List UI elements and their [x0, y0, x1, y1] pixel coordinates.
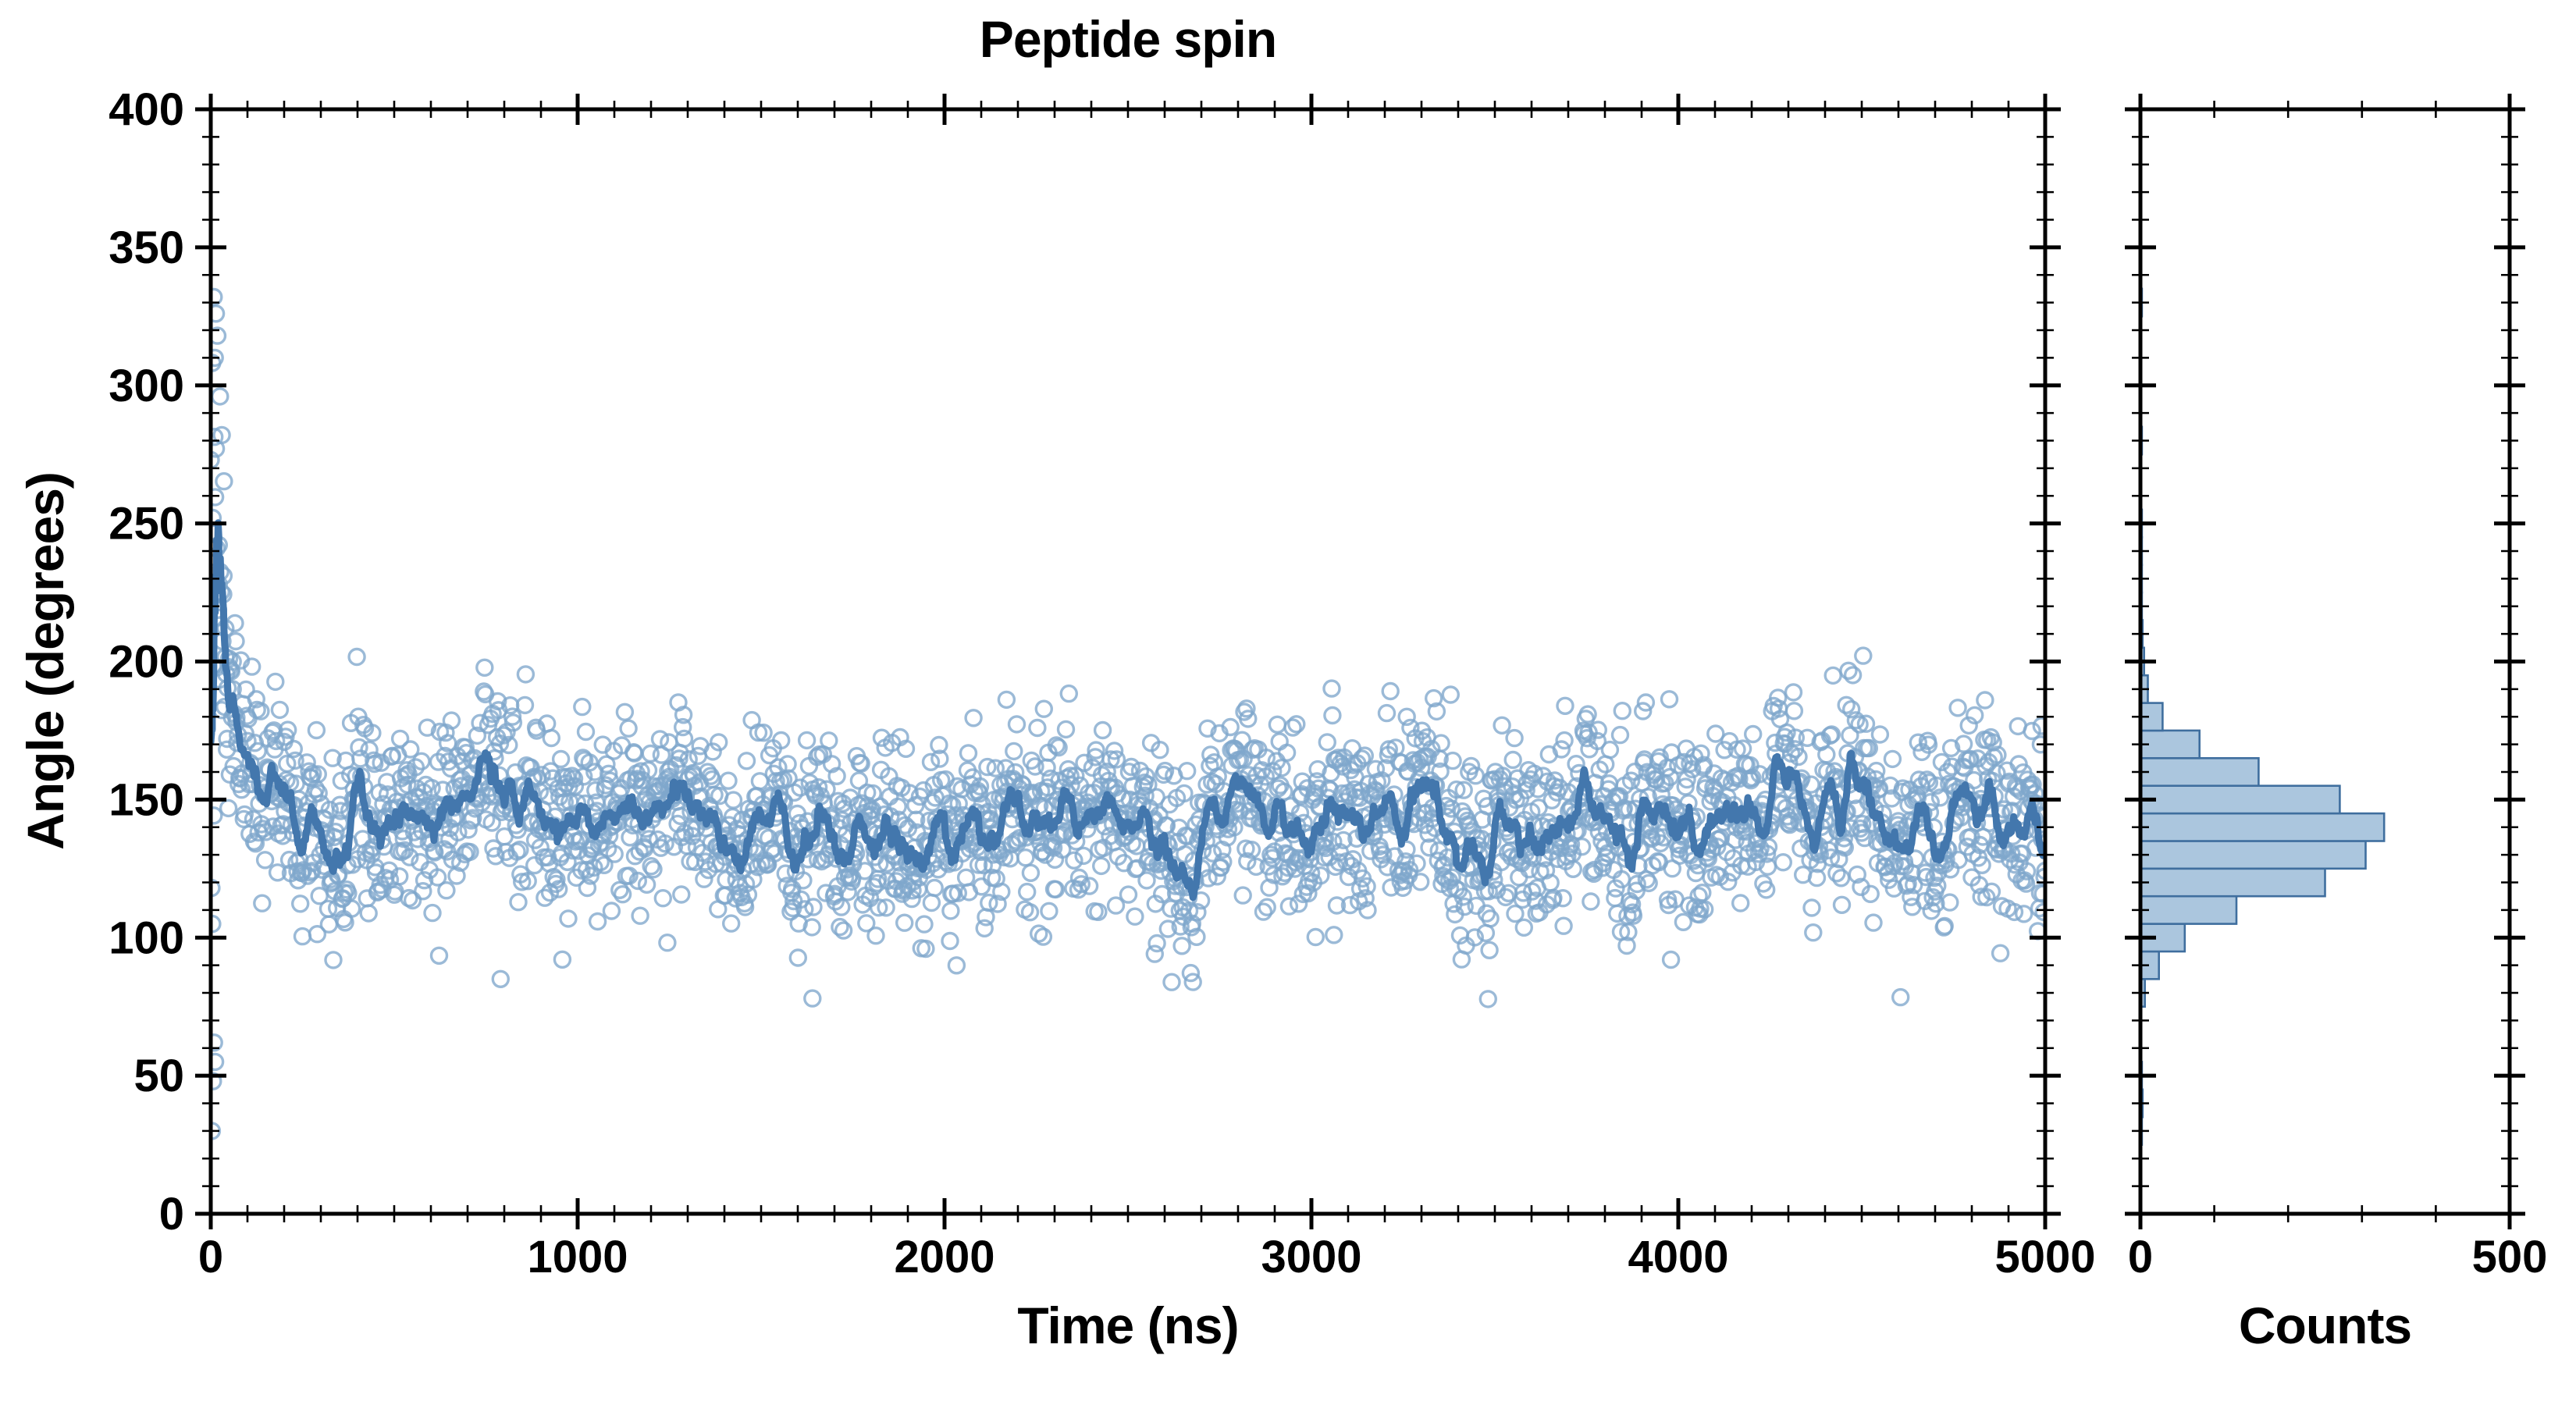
- tick-label: 3000: [1261, 1232, 1361, 1282]
- tick-label: 150: [109, 774, 184, 825]
- histogram-bar: [2139, 867, 2326, 898]
- tick-label: 350: [109, 222, 184, 273]
- x-axis-label-time: Time (ns): [1017, 1297, 1239, 1354]
- axes: 0 1000 2000 3000 4000 50000501001502002503003…: [109, 84, 2547, 1282]
- tick-label: 50: [133, 1051, 184, 1101]
- histogram-bars: [2139, 287, 2386, 1146]
- running-average-line: [211, 519, 2045, 902]
- histogram-bar: [2139, 840, 2367, 870]
- chart-title: Peptide spin: [979, 10, 1277, 68]
- tick-label: 250: [109, 499, 184, 550]
- tick-label: 1000: [527, 1232, 628, 1282]
- histogram-bar: [2139, 784, 2341, 815]
- histogram-bar: [2139, 729, 2201, 759]
- tick-label: 300: [109, 361, 184, 411]
- tick-label: 5000: [1994, 1232, 2095, 1282]
- tick-label: 2000: [894, 1232, 994, 1282]
- tick-label: 4000: [1628, 1232, 1728, 1282]
- tick-label: 500: [2472, 1232, 2548, 1282]
- tick-label: 100: [109, 912, 184, 963]
- histogram-bar: [2139, 702, 2164, 732]
- x-axis-label-counts: Counts: [2238, 1297, 2412, 1354]
- tick-label: 0: [159, 1189, 184, 1240]
- histogram-bar: [2139, 756, 2260, 787]
- histogram-bar: [2139, 812, 2386, 842]
- tick-label: 0: [198, 1232, 223, 1282]
- tick-label: 200: [109, 637, 184, 688]
- tick-label: 0: [2128, 1232, 2153, 1282]
- scatter-points: [211, 287, 2045, 1140]
- histogram-bar: [2139, 895, 2238, 925]
- tick-label: 400: [109, 84, 184, 135]
